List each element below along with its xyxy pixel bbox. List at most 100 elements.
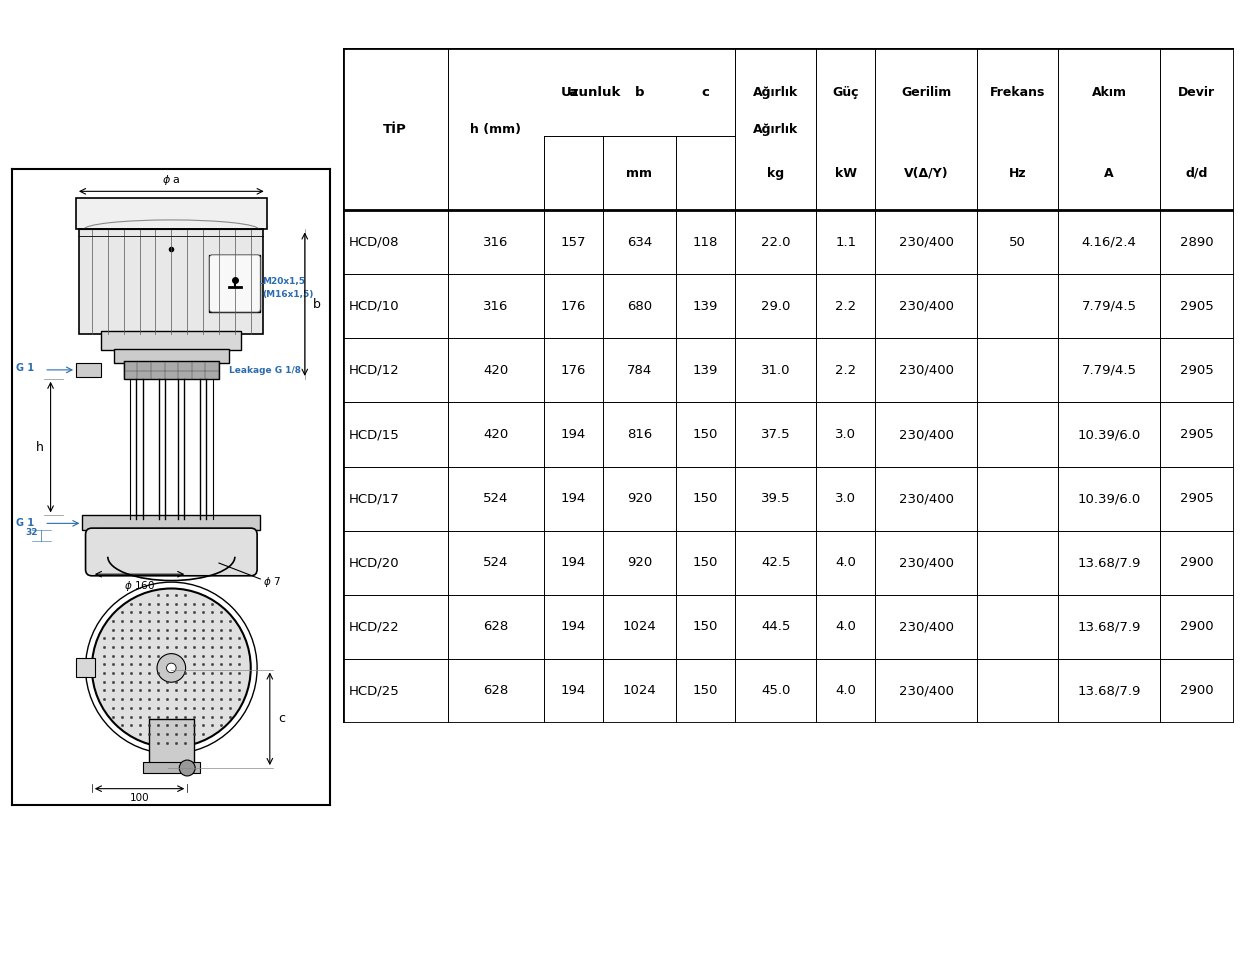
Text: 10.39/6.0: 10.39/6.0 <box>1078 493 1141 505</box>
Text: HCD/08: HCD/08 <box>349 236 400 249</box>
Text: kg: kg <box>768 167 784 179</box>
Bar <box>101 528 242 541</box>
Text: 194: 194 <box>561 493 586 505</box>
Bar <box>123 362 219 379</box>
Text: 4.0: 4.0 <box>835 556 856 569</box>
Text: 1024: 1024 <box>623 684 657 697</box>
Text: Güç: Güç <box>832 86 858 98</box>
Text: 316: 316 <box>483 300 508 312</box>
Bar <box>209 254 260 312</box>
Text: V(Δ/Y): V(Δ/Y) <box>903 167 948 179</box>
Text: 13.68/7.9: 13.68/7.9 <box>1078 684 1141 697</box>
Text: mm: mm <box>627 167 653 179</box>
Text: 150: 150 <box>693 428 718 441</box>
Text: Gerilim: Gerilim <box>901 86 951 98</box>
Text: 139: 139 <box>693 364 718 377</box>
Text: 316: 316 <box>483 236 508 249</box>
Text: 150: 150 <box>693 621 718 633</box>
Text: TİP: TİP <box>384 122 407 136</box>
Text: 420: 420 <box>483 364 508 377</box>
Text: 150: 150 <box>693 684 718 697</box>
Text: b: b <box>313 298 320 310</box>
Text: 7.79/4.5: 7.79/4.5 <box>1082 300 1136 312</box>
Text: 628: 628 <box>483 621 508 633</box>
FancyBboxPatch shape <box>209 254 260 312</box>
FancyBboxPatch shape <box>86 528 257 576</box>
Text: 634: 634 <box>627 236 652 249</box>
Text: 29.0: 29.0 <box>761 300 790 312</box>
Circle shape <box>167 663 176 673</box>
Text: 194: 194 <box>561 428 586 441</box>
Text: 100: 100 <box>130 793 150 803</box>
Text: Frekans: Frekans <box>989 86 1045 98</box>
Text: 920: 920 <box>627 556 652 569</box>
Circle shape <box>179 760 196 776</box>
Text: $\phi$ 7: $\phi$ 7 <box>263 576 282 589</box>
Text: HCD/25: HCD/25 <box>349 684 400 697</box>
Bar <box>143 762 199 773</box>
Text: 39.5: 39.5 <box>761 493 790 505</box>
Text: 157: 157 <box>561 236 586 249</box>
Text: 150: 150 <box>693 556 718 569</box>
Text: Devir: Devir <box>1179 86 1215 98</box>
Text: 32: 32 <box>25 528 37 537</box>
Text: 3.0: 3.0 <box>835 428 856 441</box>
Text: 4.0: 4.0 <box>835 684 856 697</box>
Text: 42.5: 42.5 <box>761 556 790 569</box>
Bar <box>101 331 242 350</box>
Text: HCD/15: HCD/15 <box>349 428 400 441</box>
FancyBboxPatch shape <box>76 198 267 229</box>
Text: 37.5: 37.5 <box>761 428 790 441</box>
Text: 2905: 2905 <box>1180 428 1214 441</box>
Text: G 1: G 1 <box>16 519 34 528</box>
Text: Hz: Hz <box>1009 167 1027 179</box>
Bar <box>76 658 95 678</box>
Text: d/d: d/d <box>1186 167 1207 179</box>
Text: 628: 628 <box>483 684 508 697</box>
Text: 230/400: 230/400 <box>898 684 953 697</box>
Text: 150: 150 <box>693 493 718 505</box>
Text: 10.39/6.0: 10.39/6.0 <box>1078 428 1141 441</box>
Text: 2890: 2890 <box>1180 236 1214 249</box>
Text: G 1: G 1 <box>16 362 34 373</box>
Circle shape <box>157 654 186 683</box>
Text: c: c <box>278 712 285 725</box>
Text: 524: 524 <box>483 493 508 505</box>
Text: HCD/12: HCD/12 <box>349 364 400 377</box>
Text: 230/400: 230/400 <box>898 428 953 441</box>
Text: 784: 784 <box>627 364 652 377</box>
Text: 50: 50 <box>1009 236 1025 249</box>
Text: 230/400: 230/400 <box>898 364 953 377</box>
Bar <box>76 362 101 377</box>
Text: a: a <box>568 86 578 98</box>
Text: 816: 816 <box>627 428 652 441</box>
Text: h (mm): h (mm) <box>470 122 521 136</box>
Text: 920: 920 <box>627 493 652 505</box>
Text: 4.16/2.4: 4.16/2.4 <box>1082 236 1136 249</box>
Bar <box>115 349 228 362</box>
Text: 31.0: 31.0 <box>761 364 790 377</box>
Text: 44.5: 44.5 <box>761 621 790 633</box>
Text: 194: 194 <box>561 684 586 697</box>
Text: 230/400: 230/400 <box>898 621 953 633</box>
Text: c: c <box>701 86 709 98</box>
Text: h: h <box>36 441 45 454</box>
Text: 1024: 1024 <box>623 621 657 633</box>
Text: 680: 680 <box>627 300 652 312</box>
Text: A: A <box>1104 167 1114 179</box>
Text: 13.68/7.9: 13.68/7.9 <box>1078 556 1141 569</box>
Text: HCD/20: HCD/20 <box>349 556 400 569</box>
Bar <box>80 229 263 335</box>
Text: 194: 194 <box>561 556 586 569</box>
Text: 2900: 2900 <box>1180 556 1214 569</box>
Text: M20x1,5: M20x1,5 <box>262 278 305 286</box>
Bar <box>150 719 193 766</box>
Text: 176: 176 <box>561 300 586 312</box>
Text: 1.1: 1.1 <box>835 236 856 249</box>
Text: 139: 139 <box>693 300 718 312</box>
Text: 45.0: 45.0 <box>761 684 790 697</box>
Text: HCD/10: HCD/10 <box>349 300 400 312</box>
Text: (M16x1,5): (M16x1,5) <box>262 290 313 299</box>
Text: $\phi$ 160: $\phi$ 160 <box>123 579 156 593</box>
Text: 2905: 2905 <box>1180 300 1214 312</box>
